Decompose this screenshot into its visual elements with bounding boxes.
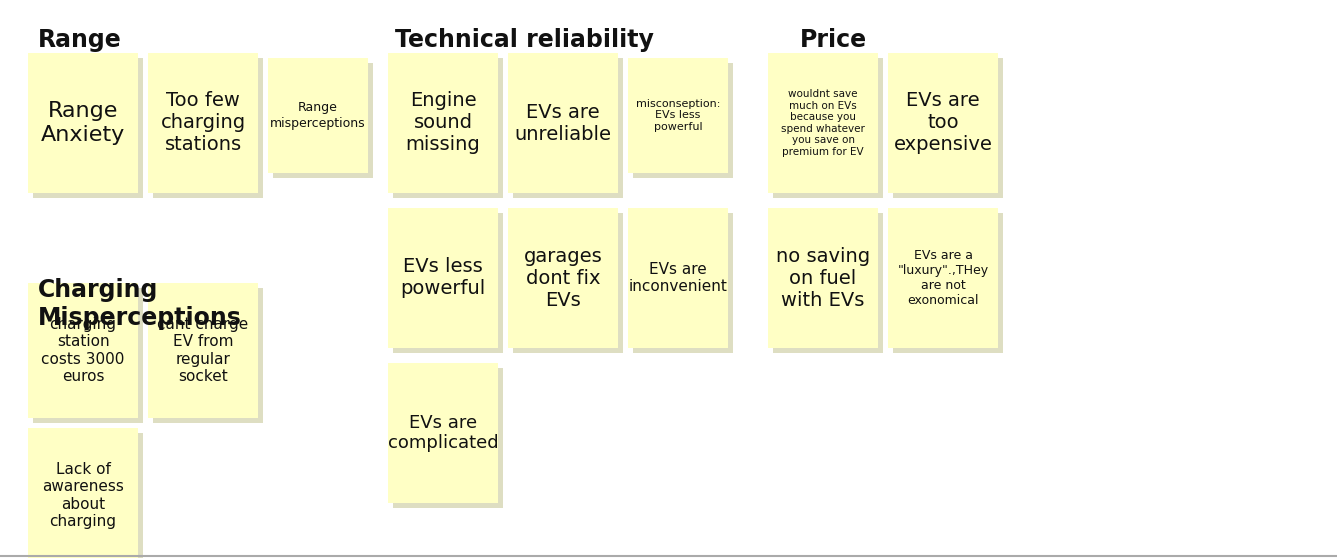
FancyBboxPatch shape — [28, 428, 138, 558]
FancyBboxPatch shape — [393, 213, 503, 353]
Text: Too few
charging
stations: Too few charging stations — [160, 92, 246, 155]
FancyBboxPatch shape — [33, 58, 143, 198]
FancyBboxPatch shape — [628, 208, 729, 348]
FancyBboxPatch shape — [508, 208, 618, 348]
Text: Range
Anxiety: Range Anxiety — [41, 102, 126, 145]
Text: cant charge
EV from
regular
socket: cant charge EV from regular socket — [158, 317, 249, 384]
FancyBboxPatch shape — [773, 58, 882, 198]
FancyBboxPatch shape — [33, 288, 143, 423]
FancyBboxPatch shape — [767, 208, 878, 348]
FancyBboxPatch shape — [273, 63, 373, 178]
Text: wouldnt save
much on EVs
because you
spend whatever
you save on
premium for EV: wouldnt save much on EVs because you spe… — [781, 89, 865, 157]
FancyBboxPatch shape — [508, 53, 618, 193]
Text: EVs are
inconvenient: EVs are inconvenient — [628, 262, 727, 294]
FancyBboxPatch shape — [628, 58, 729, 173]
FancyBboxPatch shape — [773, 213, 882, 353]
Text: Range
misperceptions: Range misperceptions — [270, 102, 366, 129]
Text: misconseption:
EVs less
powerful: misconseption: EVs less powerful — [636, 99, 721, 132]
FancyBboxPatch shape — [152, 58, 263, 198]
Text: no saving
on fuel
with EVs: no saving on fuel with EVs — [775, 247, 870, 310]
FancyBboxPatch shape — [388, 53, 497, 193]
FancyBboxPatch shape — [513, 213, 623, 353]
FancyBboxPatch shape — [393, 58, 503, 198]
Text: Range: Range — [37, 28, 122, 52]
Text: EVs less
powerful: EVs less powerful — [400, 257, 485, 299]
Text: Price: Price — [800, 28, 868, 52]
Text: EVs are
complicated: EVs are complicated — [388, 413, 499, 453]
Text: EVs are a
"luxury".,THey
are not
exonomical: EVs are a "luxury".,THey are not exonomi… — [897, 249, 988, 307]
Text: Engine
sound
missing: Engine sound missing — [405, 92, 480, 155]
FancyBboxPatch shape — [393, 368, 503, 508]
FancyBboxPatch shape — [893, 213, 1003, 353]
Text: charging
station
costs 3000
euros: charging station costs 3000 euros — [41, 317, 124, 384]
Text: garages
dont fix
EVs: garages dont fix EVs — [524, 247, 603, 310]
FancyBboxPatch shape — [33, 433, 143, 558]
FancyBboxPatch shape — [893, 58, 1003, 198]
FancyBboxPatch shape — [767, 53, 878, 193]
FancyBboxPatch shape — [28, 283, 138, 418]
Text: Lack of
awareness
about
charging: Lack of awareness about charging — [41, 462, 124, 529]
FancyBboxPatch shape — [888, 53, 997, 193]
Text: Technical reliability: Technical reliability — [394, 28, 654, 52]
FancyBboxPatch shape — [148, 283, 258, 418]
FancyBboxPatch shape — [388, 363, 497, 503]
FancyBboxPatch shape — [152, 288, 263, 423]
FancyBboxPatch shape — [388, 208, 497, 348]
Text: EVs are
unreliable: EVs are unreliable — [515, 103, 611, 143]
Text: EVs are
too
expensive: EVs are too expensive — [893, 92, 992, 155]
FancyBboxPatch shape — [888, 208, 997, 348]
FancyBboxPatch shape — [632, 63, 733, 178]
FancyBboxPatch shape — [632, 213, 733, 353]
FancyBboxPatch shape — [148, 53, 258, 193]
FancyBboxPatch shape — [513, 58, 623, 198]
Text: Charging
Misperceptions: Charging Misperceptions — [37, 278, 242, 330]
FancyBboxPatch shape — [28, 53, 138, 193]
FancyBboxPatch shape — [267, 58, 368, 173]
